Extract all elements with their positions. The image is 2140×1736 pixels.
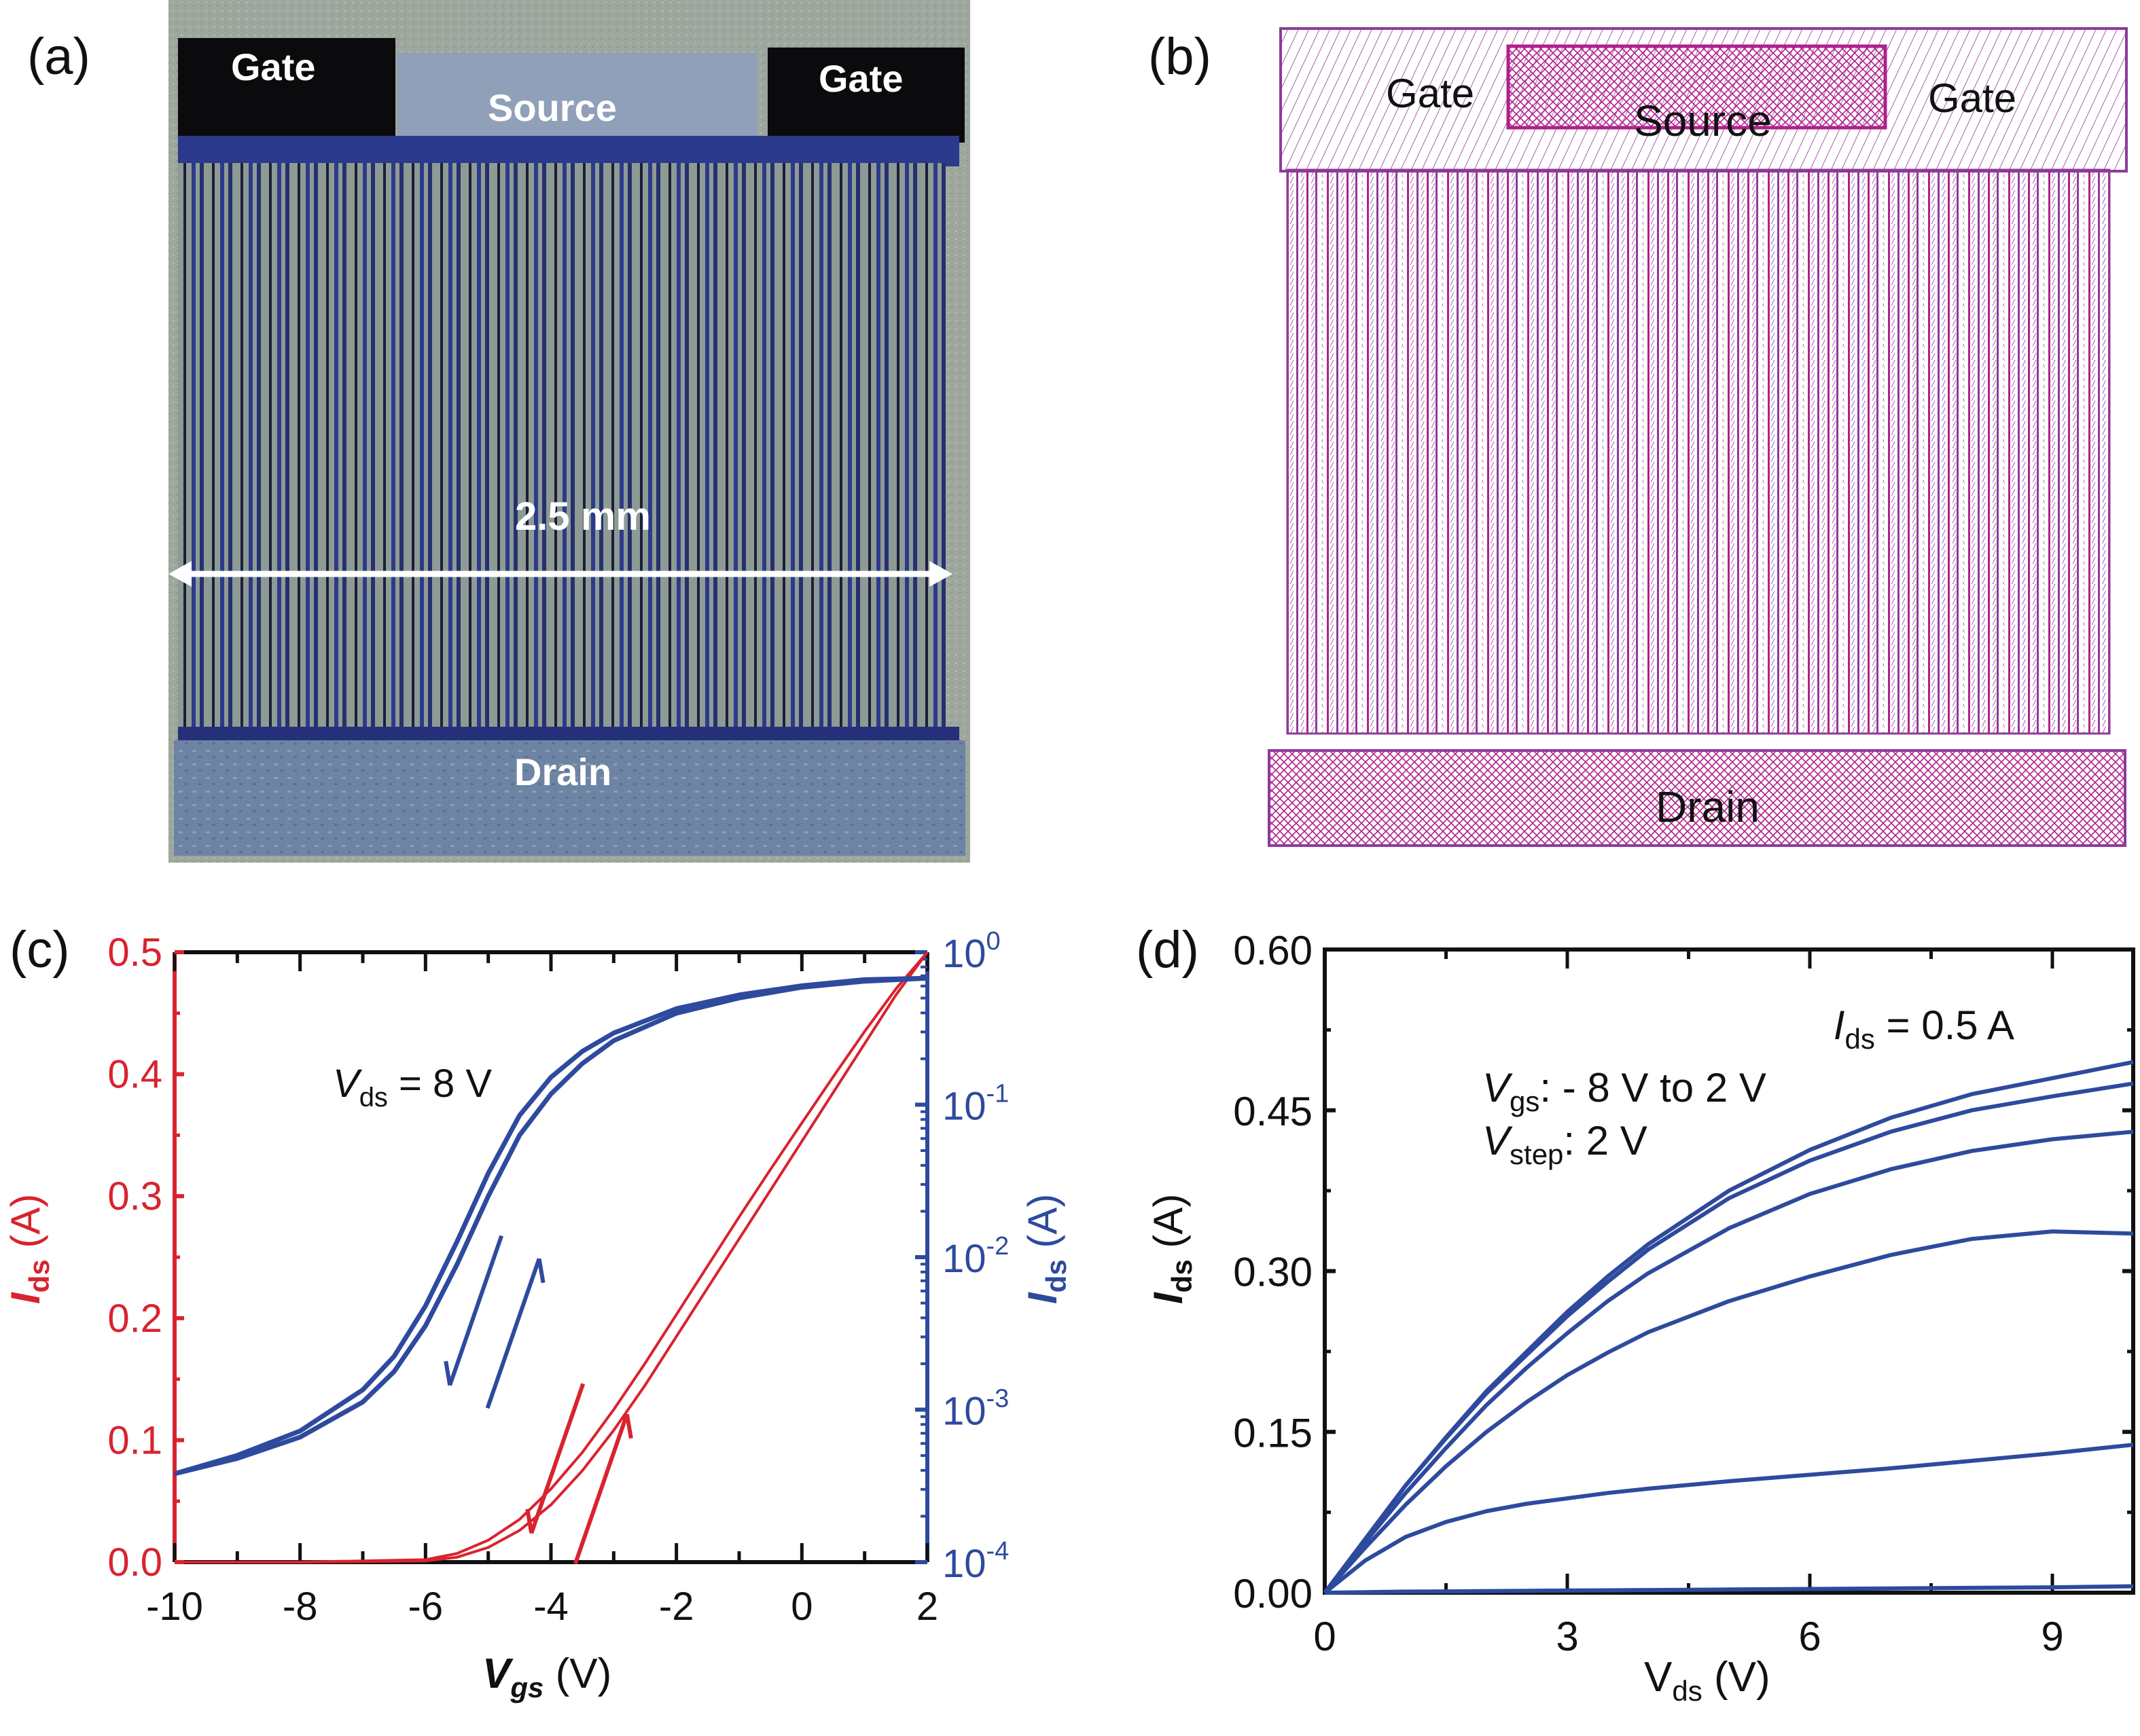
c-y-left-tick-label: 0.1 [107,1418,162,1462]
c-arrow-shaft [448,1235,504,1386]
d-series-Vgs-0-V [1323,1081,2134,1594]
device-photo: Gate Source Gate 2.5 mm Drain [168,0,970,863]
device-layout: Gate Source Gate Drain [1268,27,2128,847]
photo-label-scale: 2.5 mm [515,494,651,539]
c-sweep-arrow-up-right [485,1258,546,1409]
c-x-tick-label: -2 [659,1585,694,1629]
c-arrow-shaft [573,1413,629,1565]
c-y-left-tick-label: 0.4 [107,1053,162,1097]
d-y-tick-label: 0.30 [1233,1250,1313,1295]
d-annotation-ids: Ids = 0.5 A [1834,1002,2014,1055]
photo-label-source: Source [488,86,617,129]
d-series-Vgs--2-V [1323,1129,2134,1594]
c-arrow-shaft [529,1383,586,1534]
c-y-left-tick-label: 0.0 [107,1540,162,1585]
photo-gate-pad-left [178,38,395,140]
d-y-tick-label: 0.45 [1233,1089,1313,1134]
photo-label-drain: Drain [514,751,611,793]
layout-label-source: Source [1634,96,1772,145]
d-y-tick-label: 0.00 [1233,1571,1313,1616]
d-series-Vgs--4-V [1323,1229,2134,1595]
c-annotation-vds: Vds = 8 V [333,1062,492,1113]
panel-label-d: (d) [1136,921,1199,979]
c-y-right-tick-label: 10-2 [942,1232,1009,1281]
photo-gate-bus [178,136,959,166]
c-x-tick-label: 0 [791,1585,813,1629]
photo-label-gate-right: Gate [819,57,904,100]
c-arrow-shaft [485,1258,541,1409]
c-x-tick-label: -6 [408,1585,444,1629]
panel-label-a: (a) [27,28,90,86]
c-x-tick-label: -10 [146,1585,203,1629]
c-x-tick-label: -8 [283,1585,318,1629]
photo-finger-array [178,163,946,734]
c-series-linear-reverse [175,951,929,1563]
d-y-tick-label: 0.15 [1233,1410,1313,1455]
d-annotation-vstep: Vstep: 2 V [1482,1118,1647,1170]
d-x-axis-label: Vds (V) [1644,1654,1770,1707]
layout-label-drain: Drain [1656,782,1760,831]
scale-bar-arrow [168,561,952,587]
c-arrow-head [537,1258,546,1284]
photo-label-gate-left: Gate [231,46,316,88]
c-series-log-forward [174,975,928,1477]
photo-drain-pad [174,740,965,856]
d-series-Vgs--6-V [1323,1443,2134,1595]
c-y-right-tick-label: 10-1 [942,1080,1009,1129]
c-x-tick-label: 2 [916,1585,938,1629]
c-y-right-tick-label: 10-4 [942,1537,1009,1586]
d-series-Vgs-2-V [1323,1060,2134,1594]
c-x-tick-label: -4 [533,1585,569,1629]
panel-label-c: (c) [10,921,70,979]
c-arrow-head [525,1508,534,1534]
d-x-tick-label: 3 [1556,1614,1578,1659]
c-sweep-arrow-down-left [444,1235,504,1386]
c-arrow-head [624,1413,633,1439]
c-y-left-tick-label: 0.3 [107,1174,162,1218]
c-sweep-arrow-down-left [525,1383,586,1534]
c-y-right-tick-label: 100 [942,927,1001,976]
d-x-tick-label: 9 [2041,1614,2063,1659]
d-y-axis-label: Ids (A) [1145,1194,1198,1304]
panel-label-b: (b) [1148,28,1211,86]
c-y-right-tick-label: 10-3 [942,1385,1009,1434]
c-series-log-reverse [174,975,928,1477]
layout-label-gate-right: Gate [1928,75,2016,121]
c-y-axis-label-left: Ids (A) [3,1194,55,1304]
d-x-tick-label: 6 [1798,1614,1821,1659]
c-y-axis-label-right: Ids (A) [1020,1194,1072,1304]
layout-source-pad [1506,44,1887,130]
layout-finger-array [1286,168,2111,735]
d-series-Vgs--8-V [1324,1584,2134,1595]
d-y-tick-label: 0.60 [1233,928,1313,973]
d-x-tick-label: 0 [1313,1614,1336,1659]
c-y-left-tick-label: 0.2 [107,1297,162,1341]
photo-gate-pad-right [768,48,965,143]
layout-drain-pad [1268,749,2126,847]
c-x-axis-label: Vgs (V) [482,1650,611,1703]
c-sweep-arrow-up-right [573,1413,633,1565]
c-arrow-head [444,1360,452,1386]
c-y-left-tick-label: 0.5 [107,930,162,975]
c-series-linear-forward [175,951,929,1563]
layout-label-gate-left: Gate [1386,71,1474,116]
d-annotation-vgs: Vgs: - 8 V to 2 V [1482,1065,1766,1117]
